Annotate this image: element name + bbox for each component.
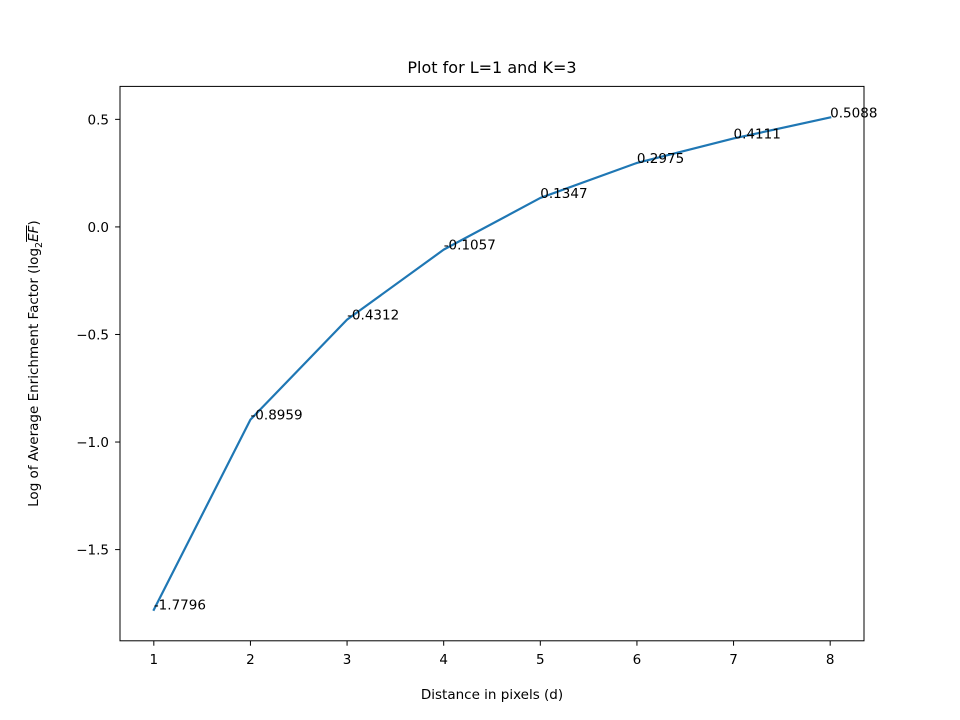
chart-title: Plot for L=1 and K=3 xyxy=(407,58,576,77)
y-tick-label: −1.5 xyxy=(76,543,109,559)
y-tick-label: 0.5 xyxy=(88,112,109,128)
plot-area: -1.7796 -0.8959 -0.4312 -0.1057 0.1347 0.2975… xyxy=(152,105,877,614)
x-tick-label: 8 xyxy=(826,652,835,668)
y-tick-label: −1.0 xyxy=(76,435,109,451)
data-label: 0.2975 xyxy=(637,151,684,167)
data-label: -1.7796 xyxy=(154,598,206,614)
y-axis: −1.5 −1.0 −0.5 0.0 0.5 xyxy=(76,112,120,559)
data-label: 0.4111 xyxy=(734,126,781,142)
data-label: -0.1057 xyxy=(444,238,496,254)
y-axis-label-text: Log of Average Enrichment Factor (log xyxy=(26,248,42,507)
x-tick-label: 3 xyxy=(343,652,352,668)
x-axis: 1 2 3 4 5 6 7 8 xyxy=(150,640,835,668)
data-label: 0.1347 xyxy=(540,186,587,202)
y-tick-label: 0.0 xyxy=(88,220,109,236)
x-tick-label: 4 xyxy=(439,652,448,668)
y-axis-label-ef: EF xyxy=(26,225,42,242)
y-tick-label: −0.5 xyxy=(76,327,109,343)
y-axis-label: Log of Average Enrichment Factor (log2EF… xyxy=(26,220,45,507)
data-label: 0.5088 xyxy=(830,105,877,121)
x-tick-label: 5 xyxy=(536,652,545,668)
axes-frame xyxy=(119,85,865,642)
svg-text:Log of Average Enrichment Fact: Log of Average Enrichment Factor (log2EF… xyxy=(26,220,45,507)
x-tick-label: 6 xyxy=(633,652,642,668)
series-line xyxy=(152,116,832,612)
x-tick-label: 2 xyxy=(246,652,255,668)
x-tick-label: 7 xyxy=(729,652,738,668)
y-axis-label-close: ) xyxy=(26,220,42,225)
y-axis-label-subscript: 2 xyxy=(34,242,45,248)
data-label: -0.4312 xyxy=(347,308,399,324)
x-axis-label: Distance in pixels (d) xyxy=(421,687,563,703)
data-label: -0.8959 xyxy=(250,408,302,424)
x-tick-label: 1 xyxy=(150,652,159,668)
